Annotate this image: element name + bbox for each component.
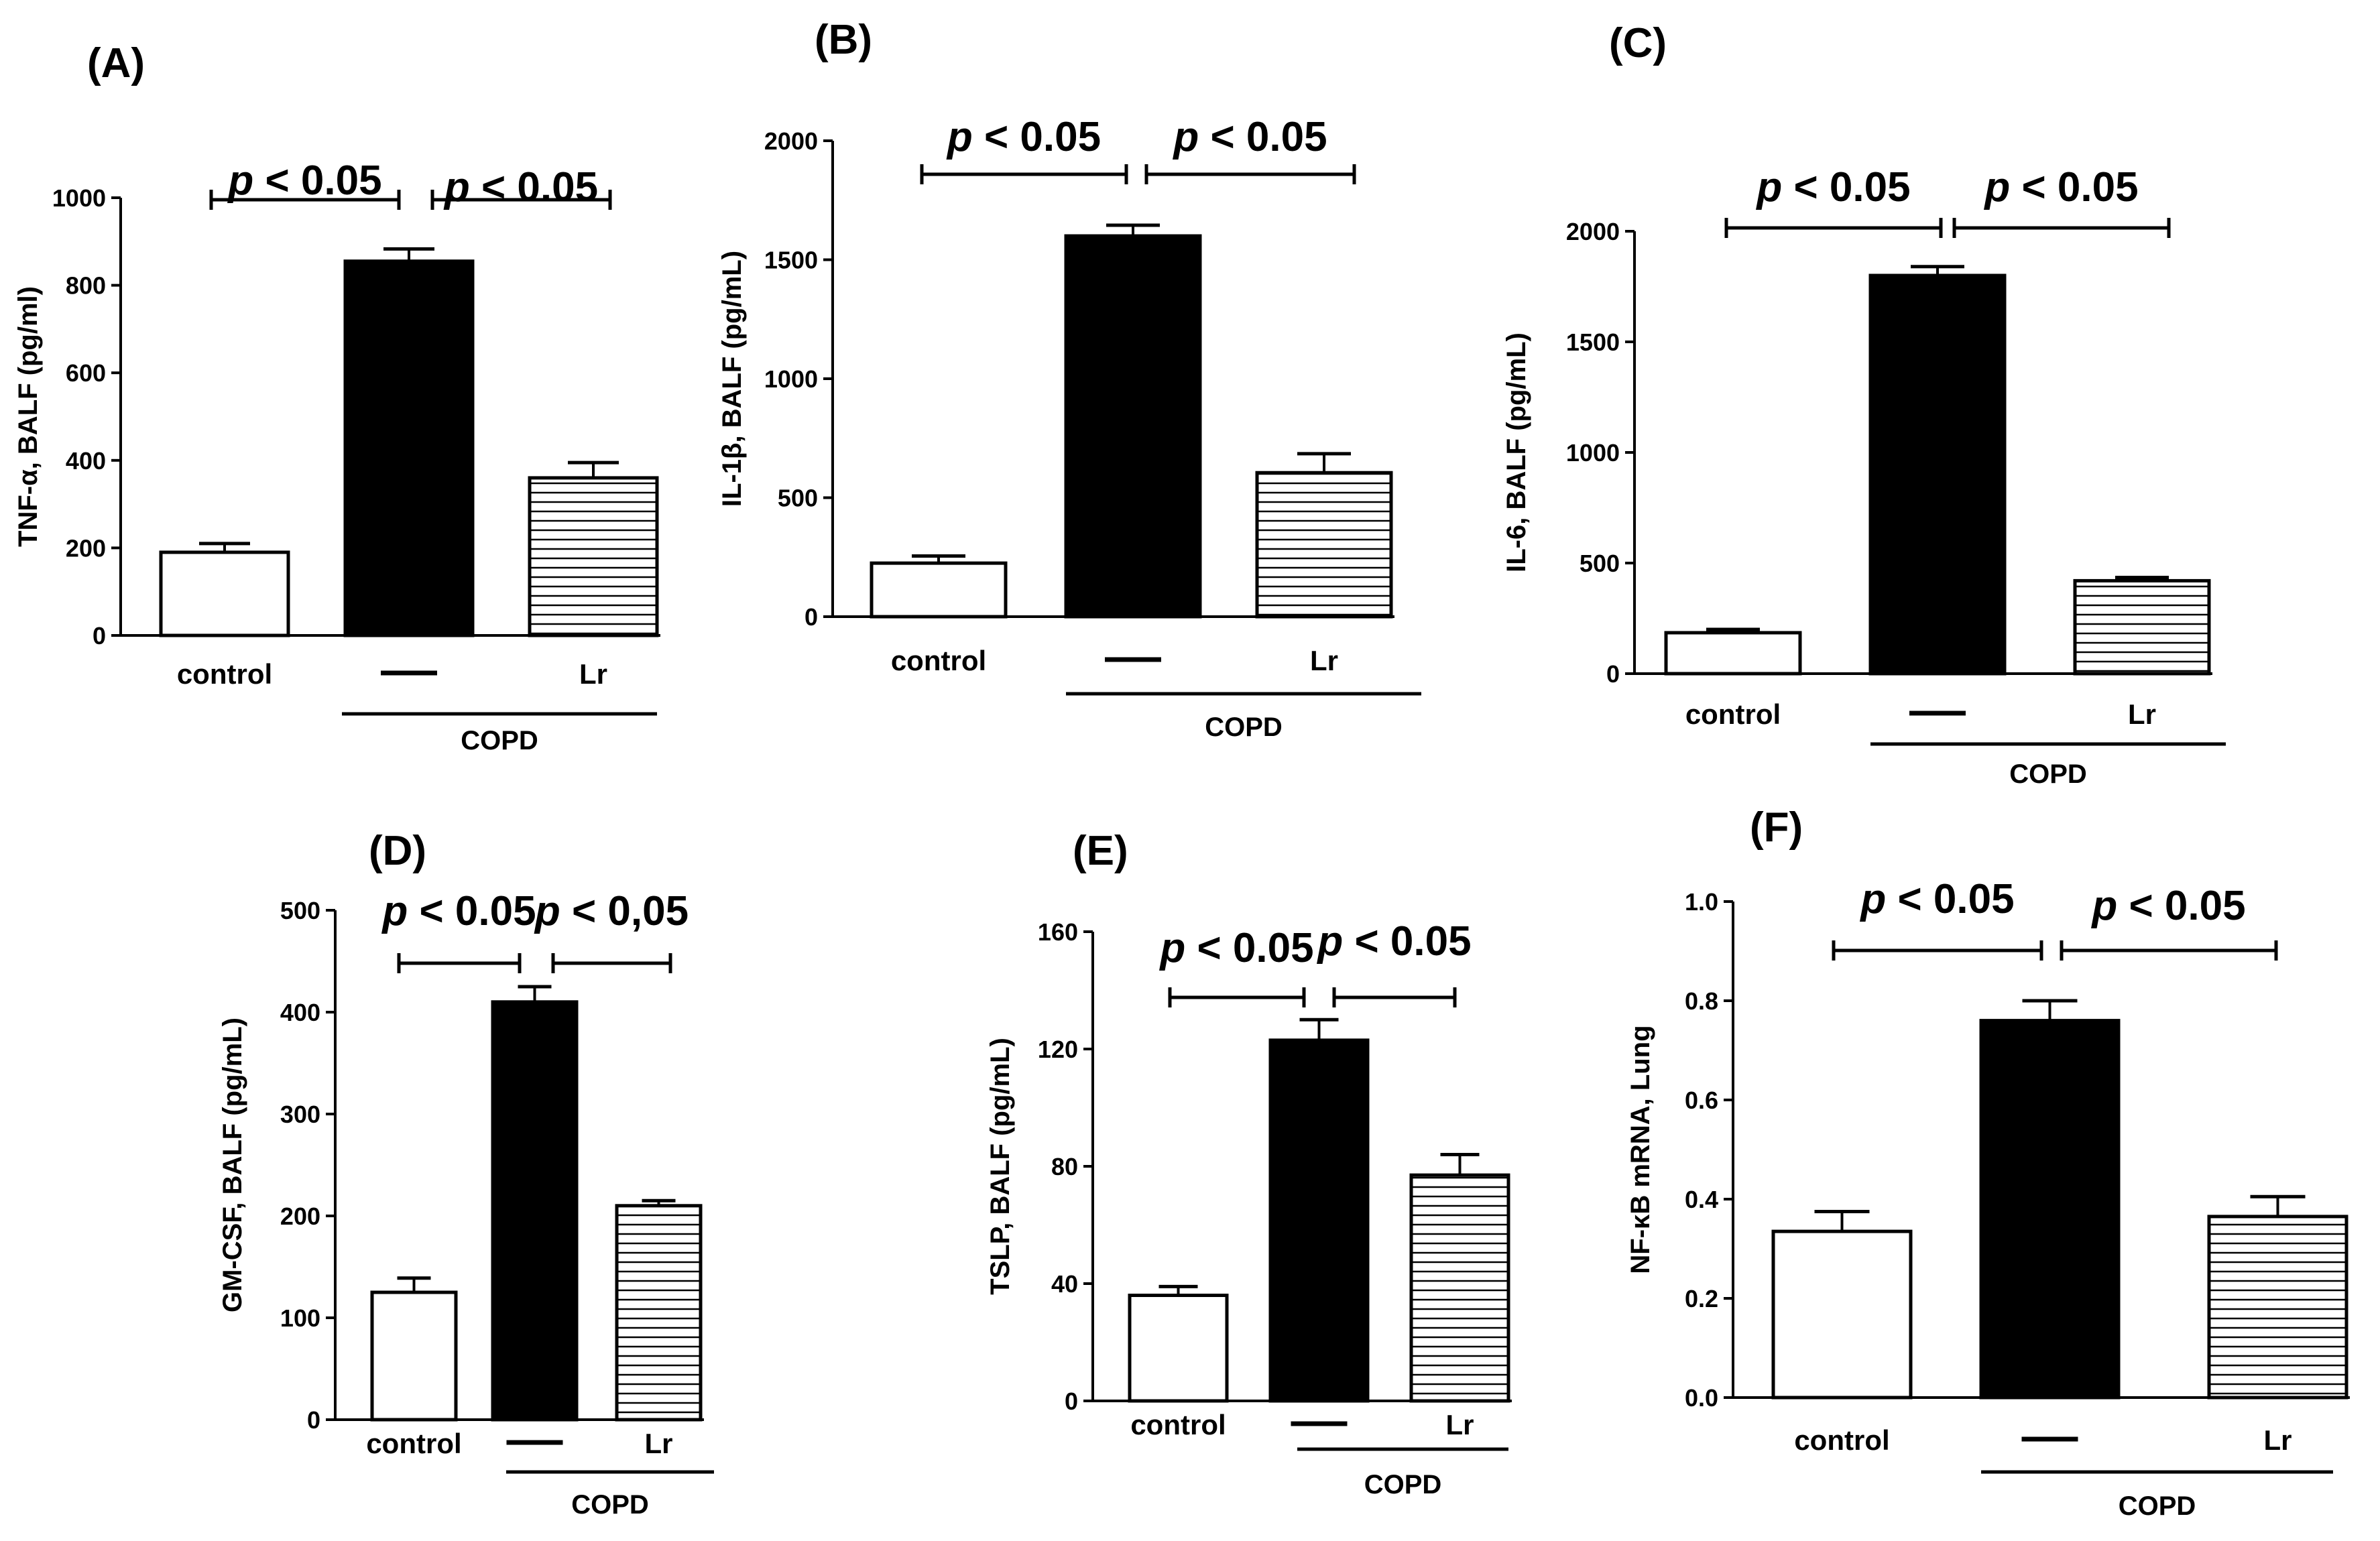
panel-b-category-label: Lr [1310,645,1338,676]
panel-e-bar [1128,1294,1229,1403]
panel-e-ytick-label: 160 [1038,918,1078,946]
panel-d-ytick-label: 400 [280,999,320,1026]
panel-c-category-label: Lr [2128,698,2156,730]
panel-f-sig-label: p < 0.05 [2090,883,2245,929]
panel-a-category-label: Lr [579,658,607,690]
panel-f-ytick-label: 0.8 [1685,987,1718,1015]
panel-f-bar [1771,1229,1913,1400]
panel-c-ytick-label: 500 [1580,550,1620,577]
panel-a-ytick-label: 600 [66,359,106,387]
panel-d-bar [491,1000,579,1422]
panel-d-ytick-label: 300 [280,1101,320,1128]
panel-d-sig-label: p < 0,05 [534,888,689,934]
panel-b-label: (B) [815,17,872,63]
panel-b-ylabel: IL-1β, BALF (pg/mL) [717,251,747,507]
panel-a-ytick-label: 1000 [52,184,106,212]
panel-c-bar [1868,273,2007,676]
panel-b-group-label: COPD [1205,713,1283,742]
panel-d-ytick-label: 100 [280,1304,320,1332]
panel-e-category-label: control [1130,1409,1226,1440]
panel-f-sig-label: p < 0.05 [1859,876,2014,922]
panel-b-sig-label: p < 0.05 [1172,114,1327,160]
panel-a-sig-label: p < 0.05 [227,158,381,204]
panel-c-ytick-label: 2000 [1566,218,1620,245]
panel-a-sig-label: p < 0.05 [443,164,598,210]
panel-b-sig-label: p < 0.05 [946,114,1101,160]
panel-f-bar [2207,1215,2348,1400]
panel-b-category-label: control [891,645,986,676]
panel-f-ylabel: NF-κB mRNA, Lung [1626,1025,1655,1274]
panel-c-group-label: COPD [2009,759,2087,789]
panel-f-category-label: control [1794,1424,1889,1456]
panel-c-ytick-label: 0 [1606,660,1620,688]
panel-e-ytick-label: 80 [1051,1153,1078,1180]
panel-e-bar [1268,1038,1370,1403]
panel-b-bar [1064,234,1202,619]
panel-f-ytick-label: 0.6 [1685,1087,1718,1114]
panel-b-bar [870,561,1008,619]
panel-c-ylabel: IL-6, BALF (pg/mL) [1502,332,1531,572]
panel-b-ytick-label: 1000 [764,365,818,393]
panel-c-sig-label: p < 0.05 [1755,164,1910,210]
panel-b-ytick-label: 0 [805,603,818,631]
panel-c-ytick-label: 1000 [1566,439,1620,467]
panel-d-ytick-label: 500 [280,897,320,924]
panel-b-ytick-label: 500 [778,485,818,512]
panel-c-category-label: control [1685,698,1781,730]
panel-d-category-label: Lr [645,1428,673,1459]
panel-a-ytick-label: 0 [93,622,106,650]
panel-b-bar [1255,471,1393,619]
panel-f-ytick-label: 0.2 [1685,1285,1718,1312]
panel-e-group-label: COPD [1364,1470,1442,1499]
panel-a-bar [159,550,290,637]
panel-f-bar [1979,1019,2121,1400]
panel-c-ytick-label: 1500 [1566,328,1620,356]
panel-c-sig-label: p < 0.05 [1983,164,2138,210]
panel-d-label: (D) [369,828,426,874]
panel-d-group-label: COPD [571,1490,649,1520]
panel-c-label: (C) [1609,20,1667,66]
panel-d-bar [615,1204,703,1422]
panel-e-bar [1409,1173,1510,1403]
panel-a-ytick-label: 800 [66,272,106,300]
panel-c-bar [1664,631,1802,676]
panel-e-ylabel: TSLP, BALF (pg/mL) [986,1038,1015,1295]
panel-d-ylabel: GM-CSF, BALF (pg/mL) [218,1018,247,1312]
panel-f-label: (F) [1750,804,1803,851]
panel-f-group-label: COPD [2119,1491,2196,1521]
panel-b-ytick-label: 2000 [764,127,818,155]
panel-d-bar [370,1290,458,1422]
panel-e-ytick-label: 0 [1065,1388,1078,1415]
panel-a-group-label: COPD [461,726,538,755]
panel-b-ytick-label: 1500 [764,247,818,274]
panel-a-bar [343,259,475,637]
panel-f-ytick-label: 0.4 [1685,1186,1718,1213]
panel-d-ytick-label: 0 [307,1406,320,1434]
panel-e-ytick-label: 120 [1038,1036,1078,1063]
panel-e-category-label: Lr [1446,1409,1474,1440]
panel-e-label: (E) [1073,828,1128,874]
panel-a-ylabel: TNF-α, BALF (pg/ml) [13,286,43,547]
panel-a-category-label: control [177,658,272,690]
panel-e-ytick-label: 40 [1051,1270,1078,1298]
panel-e-sig-label: p < 0.05 [1158,925,1313,971]
panel-f-ytick-label: 1.0 [1685,888,1718,916]
panel-a-bar [528,476,659,637]
panel-e-sig-label: p < 0.05 [1316,918,1471,965]
panel-c-bar [2073,578,2211,676]
panel-d-ytick-label: 200 [280,1203,320,1230]
panel-a-label: (A) [87,40,145,86]
panel-f-ytick-label: 0.0 [1685,1384,1718,1412]
panel-a-ytick-label: 200 [66,534,106,562]
panel-d-category-label: control [366,1428,461,1459]
panel-a-ytick-label: 400 [66,447,106,475]
panel-d-sig-label: p < 0.05 [381,888,536,934]
panel-f-category-label: Lr [2264,1424,2292,1456]
